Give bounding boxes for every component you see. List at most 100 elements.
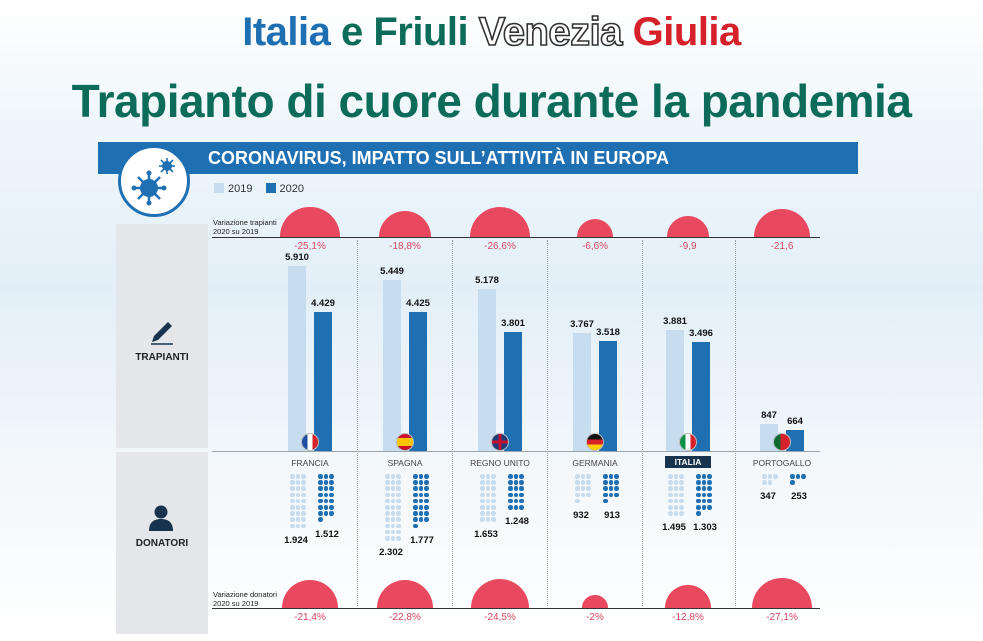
donor-dot-2020 xyxy=(614,486,619,491)
donor-variation-bubble xyxy=(282,580,338,608)
donor-dot-2020 xyxy=(323,492,329,498)
donor-dot-2019 xyxy=(396,492,401,498)
donor-dot-2019 xyxy=(385,523,390,529)
transplant-variation-bubble xyxy=(378,210,432,237)
donor-dot-2019 xyxy=(491,492,496,498)
donor-value-2019: 1.495 xyxy=(662,522,686,534)
donor-dot-2019 xyxy=(385,517,390,522)
donor-dot-2020 xyxy=(418,480,424,485)
bar-2020 xyxy=(314,312,332,451)
donor-variation-label: -21,4% xyxy=(294,612,326,623)
donor-dot-2019 xyxy=(491,517,496,522)
donor-dot-2020 xyxy=(329,480,334,485)
donor-dot-2020 xyxy=(696,474,701,479)
column-separator xyxy=(452,240,453,606)
bar-value-2019: 5.449 xyxy=(380,266,404,278)
donor-dot-2019 xyxy=(679,480,684,485)
country-label-germania: GERMANIA xyxy=(572,458,618,468)
donor-dot-2020 xyxy=(603,474,608,479)
donor-dot-2020 xyxy=(323,511,329,516)
bar-value-2019: 5.910 xyxy=(285,252,309,263)
donor-dot-2019 xyxy=(762,474,767,479)
donor-dot-2019 xyxy=(480,486,485,491)
donor-dot-2019 xyxy=(390,517,396,522)
donor-dot-2019 xyxy=(295,505,301,510)
donor-dot-2019 xyxy=(396,536,401,541)
donor-dot-2019 xyxy=(301,492,306,498)
donor-dot-2019 xyxy=(491,486,496,491)
donor-dot-2019 xyxy=(679,474,684,479)
donor-dot-2020 xyxy=(701,505,707,510)
donor-dot-2019 xyxy=(396,474,401,479)
person-icon xyxy=(146,502,176,537)
donor-dot-2020 xyxy=(413,517,418,522)
donor-dot-2020 xyxy=(519,474,524,479)
donor-dot-2020 xyxy=(508,474,513,479)
donor-dot-2019 xyxy=(575,498,580,504)
transplant-variation-label: -18,8% xyxy=(389,241,421,252)
donor-dot-2020 xyxy=(318,511,323,516)
donor-dot-2020 xyxy=(707,480,712,485)
donor-dot-2020 xyxy=(790,474,795,479)
legend-item-2020: 2020 xyxy=(265,183,304,195)
flag-spain-icon xyxy=(396,433,414,451)
donor-dot-2020 xyxy=(508,480,513,485)
bar-value-2019: 5.178 xyxy=(475,274,499,286)
donor-dot-2020 xyxy=(707,498,712,504)
donor-dot-2020 xyxy=(608,492,614,498)
donor-dot-2020 xyxy=(329,498,334,504)
bar-2020 xyxy=(504,332,522,451)
donor-dot-2020 xyxy=(323,498,329,504)
donor-dot-2020 xyxy=(508,492,513,498)
donor-dot-2020 xyxy=(614,474,619,479)
donor-dot-2019 xyxy=(295,517,301,522)
donor-value-2019: 1.653 xyxy=(474,528,498,540)
donor-dot-2020 xyxy=(323,486,329,491)
donor-dot-2019 xyxy=(485,480,491,485)
donor-dot-2019 xyxy=(396,523,401,529)
donor-dot-2020 xyxy=(318,505,323,510)
column-separator xyxy=(642,240,643,606)
donor-dot-2019 xyxy=(580,480,586,485)
transplant-variation-bubble xyxy=(667,216,709,237)
donor-value-2020: 1.303 xyxy=(693,522,717,534)
donor-dot-2019 xyxy=(480,474,485,479)
donor-variation-bubble xyxy=(665,585,711,608)
donor-dot-2019 xyxy=(390,492,396,498)
baseline-axis xyxy=(212,451,820,452)
donor-dot-2019 xyxy=(673,492,679,498)
donor-dot-2019 xyxy=(290,474,295,479)
donor-dot-2020 xyxy=(603,480,608,485)
donor-dot-2019 xyxy=(580,492,586,498)
donor-dot-2019 xyxy=(480,498,485,504)
donor-dot-2020 xyxy=(413,505,418,510)
donor-dot-2019 xyxy=(396,511,401,516)
transplant-variation-label: -26,6% xyxy=(484,241,516,252)
donor-value-2019: 2.302 xyxy=(379,547,403,559)
donor-dot-2020 xyxy=(696,486,701,491)
title-word-friuli: Friuli xyxy=(373,10,469,54)
donor-dot-2019 xyxy=(385,536,390,541)
donor-value-2019: 347 xyxy=(760,491,776,503)
donor-dot-2020 xyxy=(701,480,707,485)
donor-dot-2020 xyxy=(329,505,334,510)
donor-dot-2020 xyxy=(418,498,424,504)
donor-dot-2020 xyxy=(701,492,707,498)
donor-dot-2020 xyxy=(318,486,323,491)
transplant-variation-label: -25,1% xyxy=(294,241,326,252)
donor-dot-2019 xyxy=(295,523,301,529)
donor-dot-2019 xyxy=(290,498,295,504)
transplant-variation-label: -9,9 xyxy=(679,241,697,252)
donor-dot-2020 xyxy=(413,486,418,491)
donor-dot-2019 xyxy=(485,511,491,516)
donor-dot-2019 xyxy=(385,498,390,504)
donor-dot-2020 xyxy=(696,505,701,510)
donor-dot-2020 xyxy=(413,492,418,498)
donor-dot-2020 xyxy=(418,474,424,479)
donor-dot-2019 xyxy=(390,474,396,479)
donor-dot-2020 xyxy=(413,480,418,485)
donor-value-2020: 1.512 xyxy=(315,528,339,540)
donor-dot-2020 xyxy=(696,480,701,485)
donor-dot-2019 xyxy=(295,474,301,479)
donor-dot-2020 xyxy=(603,498,608,504)
